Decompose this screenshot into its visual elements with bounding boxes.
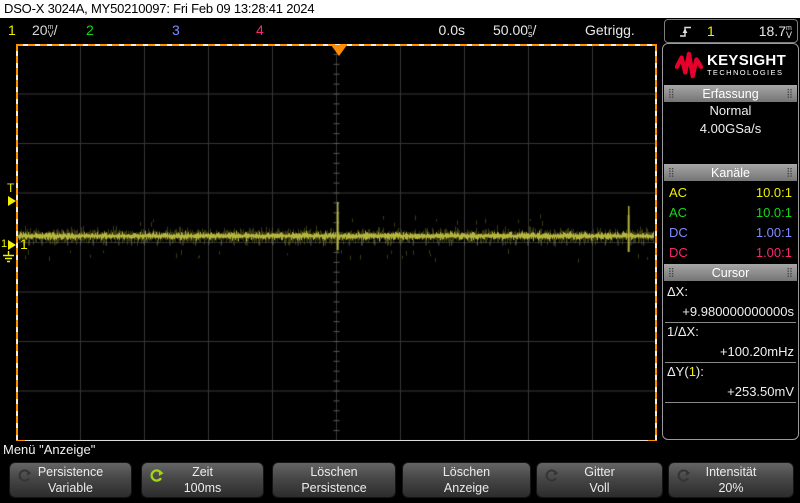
channel-row-2: AC 10.0:1 <box>669 205 792 220</box>
trigger-info-box[interactable]: 1 18.7 m V <box>664 19 798 43</box>
softkey-loeschen-anzeige[interactable]: Löschen Anzeige <box>403 463 530 497</box>
trigger-level-marker-arrow[interactable] <box>8 196 16 206</box>
grip-icon: ⣿ <box>668 88 675 98</box>
logo-brand-text: KEYSIGHT <box>706 52 787 69</box>
trigger-status: Getrigg. <box>585 22 635 38</box>
cursor-delta-y: ΔY(1): +253.50mV <box>665 363 796 403</box>
cursor-inv-delta-x: 1/ΔX: +100.20mHz <box>665 323 796 363</box>
channel-row-1: AC 10.0:1 <box>669 185 792 200</box>
waveform-display <box>16 44 657 441</box>
channel-row-4: DC 1.00:1 <box>669 245 792 260</box>
graticule-border-right <box>655 44 657 441</box>
cursor-delta-x: ΔX: +9.980000000000s <box>665 283 796 323</box>
trigger-level-marker-label[interactable]: T <box>7 181 15 195</box>
ground-marker-arrow[interactable] <box>8 240 16 250</box>
rotary-knob-icon <box>544 468 559 486</box>
channel2-indicator[interactable]: 2 <box>86 22 94 38</box>
panel-header-cursor[interactable]: ⣿ Cursor ⣿ <box>664 264 797 281</box>
panel-header-acquire[interactable]: ⣿ Erfassung ⣿ <box>664 85 797 102</box>
logo-sub-text: TECHNOLOGIES <box>706 68 784 77</box>
ground-icon <box>2 250 15 268</box>
channel1-scale[interactable]: 20 m V / <box>32 22 58 39</box>
softkey-loeschen-persistence[interactable]: Löschen Persistence <box>273 463 395 497</box>
sample-rate: 4.00GSa/s <box>699 121 762 136</box>
panel-header-channels[interactable]: ⣿ Kanäle ⣿ <box>664 164 797 181</box>
grip-icon: ⣿ <box>786 88 793 98</box>
softkey-zeit[interactable]: Zeit 100ms <box>142 463 263 497</box>
grip-icon: ⣿ <box>786 267 793 277</box>
keysight-spark-icon <box>674 51 703 79</box>
timebase-readout[interactable]: 50.00 n s / <box>493 22 537 39</box>
channel1-grid-label: 1 <box>20 236 28 252</box>
trigger-position-marker[interactable] <box>331 45 347 56</box>
ground-marker-channel-num: 1 <box>1 238 8 250</box>
graticule-border-left <box>16 44 18 441</box>
channel1-indicator[interactable]: 1 <box>8 22 16 38</box>
channel3-indicator[interactable]: 3 <box>172 22 180 38</box>
keysight-logo: KEYSIGHT TECHNOLOGIES <box>663 46 798 84</box>
trigger-source: 1 <box>707 23 715 39</box>
rotary-knob-icon <box>17 468 32 486</box>
delay-readout[interactable]: 0.0s <box>438 22 465 38</box>
status-bar: 1 20 m V/ 2 3 4 0.0s 50.00 n s / Getrigg. 1 1… <box>0 18 800 44</box>
sidebar: KEYSIGHT TECHNOLOGIES ⣿ Erfassung ⣿ Norm… <box>662 43 799 440</box>
trigger-level-readout: 18.7 m V <box>758 23 792 40</box>
rotary-knob-icon <box>676 468 691 486</box>
graticule <box>16 44 657 441</box>
grip-icon: ⣿ <box>786 167 793 177</box>
softkey-gitter[interactable]: Gitter Voll <box>537 463 662 497</box>
softkey-persistence[interactable]: Persistence Variable <box>10 463 131 497</box>
channel4-indicator[interactable]: 4 <box>256 22 264 38</box>
channel-row-3: DC 1.00:1 <box>669 225 792 240</box>
grip-icon: ⣿ <box>668 167 675 177</box>
graticule-border-bottom <box>16 440 657 441</box>
menu-title: Menü "Anzeige" <box>3 442 96 457</box>
device-id-text: DSO-X 3024A, MY50210097: Fri Feb 09 13:2… <box>4 1 315 16</box>
acquire-mode: Normal <box>709 103 752 118</box>
softkey-intensitaet[interactable]: Intensität 20% <box>669 463 793 497</box>
rotary-knob-active-icon <box>149 468 164 486</box>
grip-icon: ⣿ <box>668 267 675 277</box>
title-bar: DSO-X 3024A, MY50210097: Fri Feb 09 13:2… <box>0 0 800 18</box>
trigger-edge-rising-icon <box>679 23 692 48</box>
